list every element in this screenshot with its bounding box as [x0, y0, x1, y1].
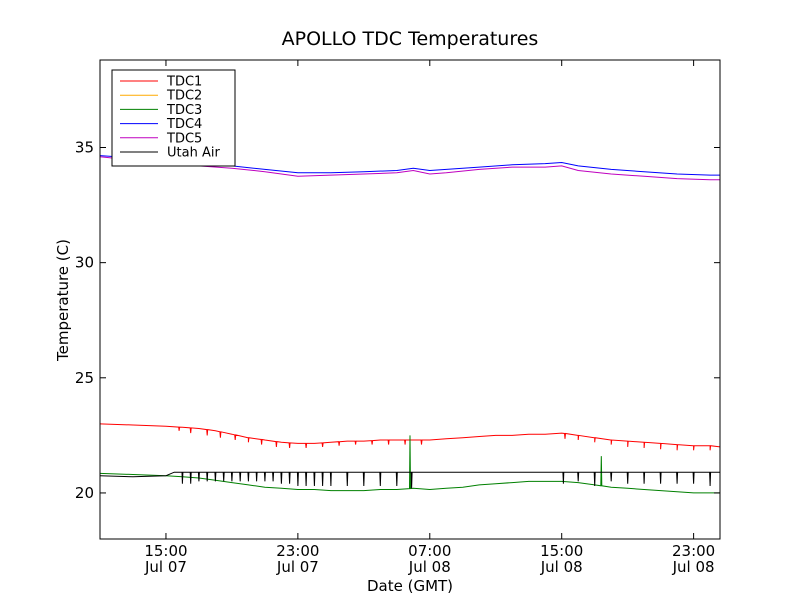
y-axis-label: Temperature (C)	[54, 239, 72, 362]
legend-box	[111, 69, 236, 167]
series-line-tdc1	[99, 423, 721, 451]
x-tick-label-date: Jul 08	[408, 558, 451, 576]
series-line-tdc3	[99, 435, 720, 494]
series-line-utah-air	[99, 471, 720, 489]
legend-label: TDC5	[166, 131, 202, 146]
legend-label: TDC3	[166, 103, 202, 118]
x-tick-label-time: 07:00	[408, 542, 451, 560]
y-tick-label: 35	[75, 139, 94, 157]
x-tick-label-time: 15:00	[540, 542, 583, 560]
y-tick-label: 20	[75, 484, 94, 502]
x-tick-label-date: Jul 08	[540, 558, 583, 576]
y-tick-label: 25	[75, 369, 94, 387]
x-tick-label-date: Jul 07	[144, 558, 187, 576]
series-line-tdc5	[99, 156, 720, 181]
legend-label: TDC4	[166, 117, 202, 132]
x-axis-label: Date (GMT)	[367, 577, 453, 595]
x-tick-label-time: 23:00	[672, 542, 715, 560]
x-tick-label-date: Jul 07	[276, 558, 319, 576]
x-tick-label-time: 15:00	[144, 542, 187, 560]
y-tick-label: 30	[75, 254, 94, 272]
legend-label: TDC1	[166, 75, 202, 90]
chart-title: APOLLO TDC Temperatures	[282, 28, 539, 50]
x-tick-label-date: Jul 08	[672, 558, 715, 576]
plot-frame	[99, 59, 721, 540]
x-tick-label-time: 23:00	[276, 542, 319, 560]
legend-label: Utah Air	[167, 146, 220, 161]
legend-label: TDC2	[166, 89, 202, 104]
